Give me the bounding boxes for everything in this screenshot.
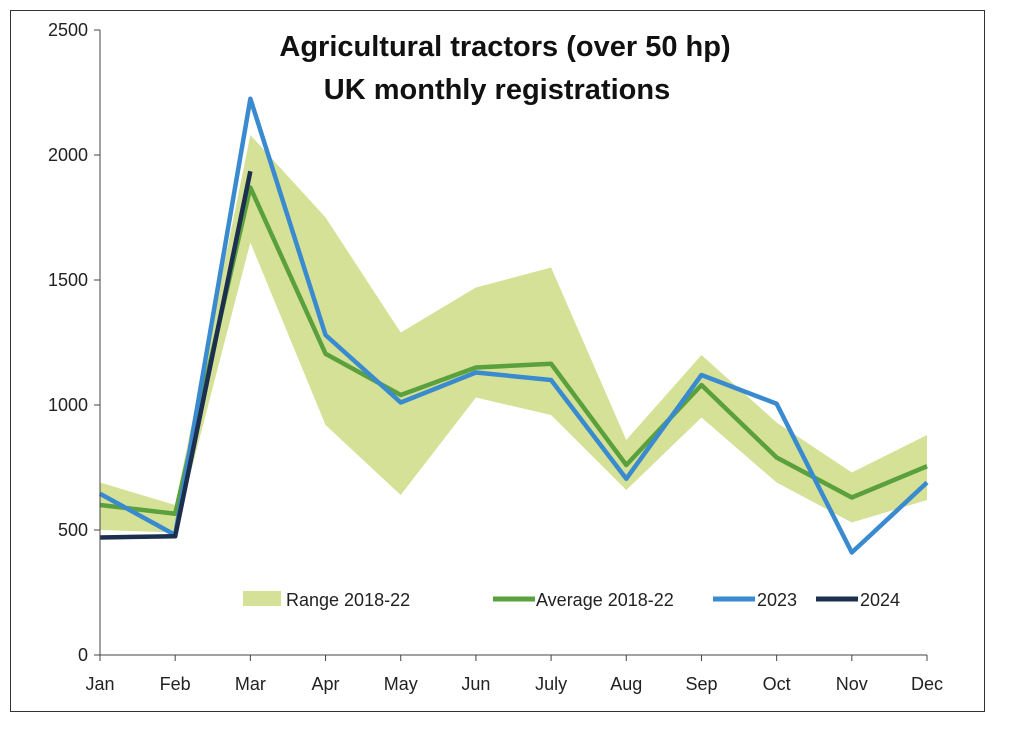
x-tick-label: Feb — [160, 674, 191, 694]
x-tick-label: July — [535, 674, 567, 694]
chart-frame — [10, 10, 985, 712]
x-tick-label: Aug — [610, 674, 642, 694]
line-2023 — [98, 96, 929, 555]
x-tick-label: Oct — [763, 674, 791, 694]
y-tick-label: 2000 — [48, 145, 88, 165]
line-2024 — [99, 170, 253, 540]
legend-swatch-range — [243, 591, 281, 606]
y-tick-label: 0 — [78, 645, 88, 665]
range-band — [100, 135, 927, 533]
x-tick-label: Nov — [836, 674, 868, 694]
chart-title-line-1: Agricultural tractors (over 50 hp) — [279, 31, 730, 63]
y-tick-label: 2500 — [48, 20, 88, 40]
x-tick-label: Mar — [235, 674, 266, 694]
x-tick-label: Jun — [461, 674, 490, 694]
x-tick-label: Sep — [685, 674, 717, 694]
chart-title-line-2: UK monthly registrations — [324, 74, 670, 106]
legend-label-2023: 2023 — [757, 590, 797, 610]
y-tick-label: 500 — [58, 520, 88, 540]
legend-label-range: Range 2018-22 — [286, 590, 410, 610]
legend-label-2024: 2024 — [860, 590, 900, 610]
y-tick-label: 1000 — [48, 395, 88, 415]
x-tick-label: Dec — [911, 674, 943, 694]
y-tick-label: 1500 — [48, 270, 88, 290]
x-tick-label: Apr — [312, 674, 340, 694]
x-tick-label: Jan — [85, 674, 114, 694]
legend-label-average: Average 2018-22 — [536, 590, 674, 610]
legend: Range 2018-22 Average 2018-22 2023 2024 — [243, 590, 900, 610]
x-tick-label: May — [384, 674, 418, 694]
